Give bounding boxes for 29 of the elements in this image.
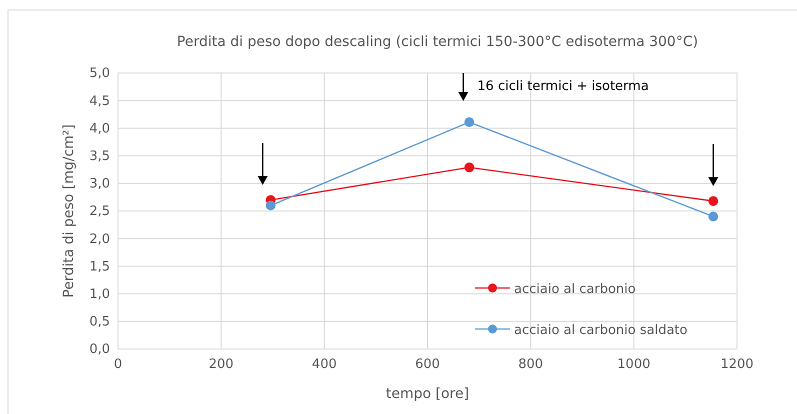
- y-tick-label: 5,0: [89, 66, 110, 82]
- y-tick-label: 4,5: [89, 94, 110, 109]
- x-tick-label: 1000: [617, 357, 650, 372]
- chart-title: Perdita di peso dopo descaling (cicli termici 150-300°C edisoterma 300°C): [176, 34, 698, 50]
- x-tick-label: 400: [312, 357, 337, 372]
- x-tick-label: 600: [415, 357, 440, 372]
- x-tick-label: 800: [518, 357, 544, 372]
- x-axis-title: tempo [ore]: [386, 386, 470, 402]
- point: [266, 200, 276, 210]
- x-tick-label: 1200: [720, 357, 754, 372]
- legend-label: acciaio al carbonio: [514, 282, 636, 297]
- y-tick-label: 1,0: [89, 286, 110, 302]
- x-tick-label: 200: [208, 357, 234, 372]
- annotation: 16 cicli termici + isoterma: [477, 79, 649, 94]
- y-axis-title: Perdita di peso [mg/cm²]: [61, 124, 77, 298]
- y-tick-label: 0,5: [89, 314, 110, 330]
- y-tick-label: 3,0: [89, 176, 110, 192]
- point: [708, 196, 718, 206]
- y-tick-label: 1,5: [89, 259, 110, 274]
- point: [464, 117, 474, 128]
- legend-label: acciaio al carbonio saldato: [514, 323, 688, 338]
- y-tick-label: 2,0: [89, 232, 110, 247]
- x-tick-label: 0: [114, 357, 122, 372]
- point: [464, 162, 474, 172]
- point: [708, 212, 718, 222]
- y-tick-label: 0,0: [89, 342, 110, 358]
- y-tick-label: 2,5: [89, 204, 110, 220]
- y-tick-label: 4,0: [89, 121, 110, 136]
- y-tick-label: 3,5: [89, 148, 110, 164]
